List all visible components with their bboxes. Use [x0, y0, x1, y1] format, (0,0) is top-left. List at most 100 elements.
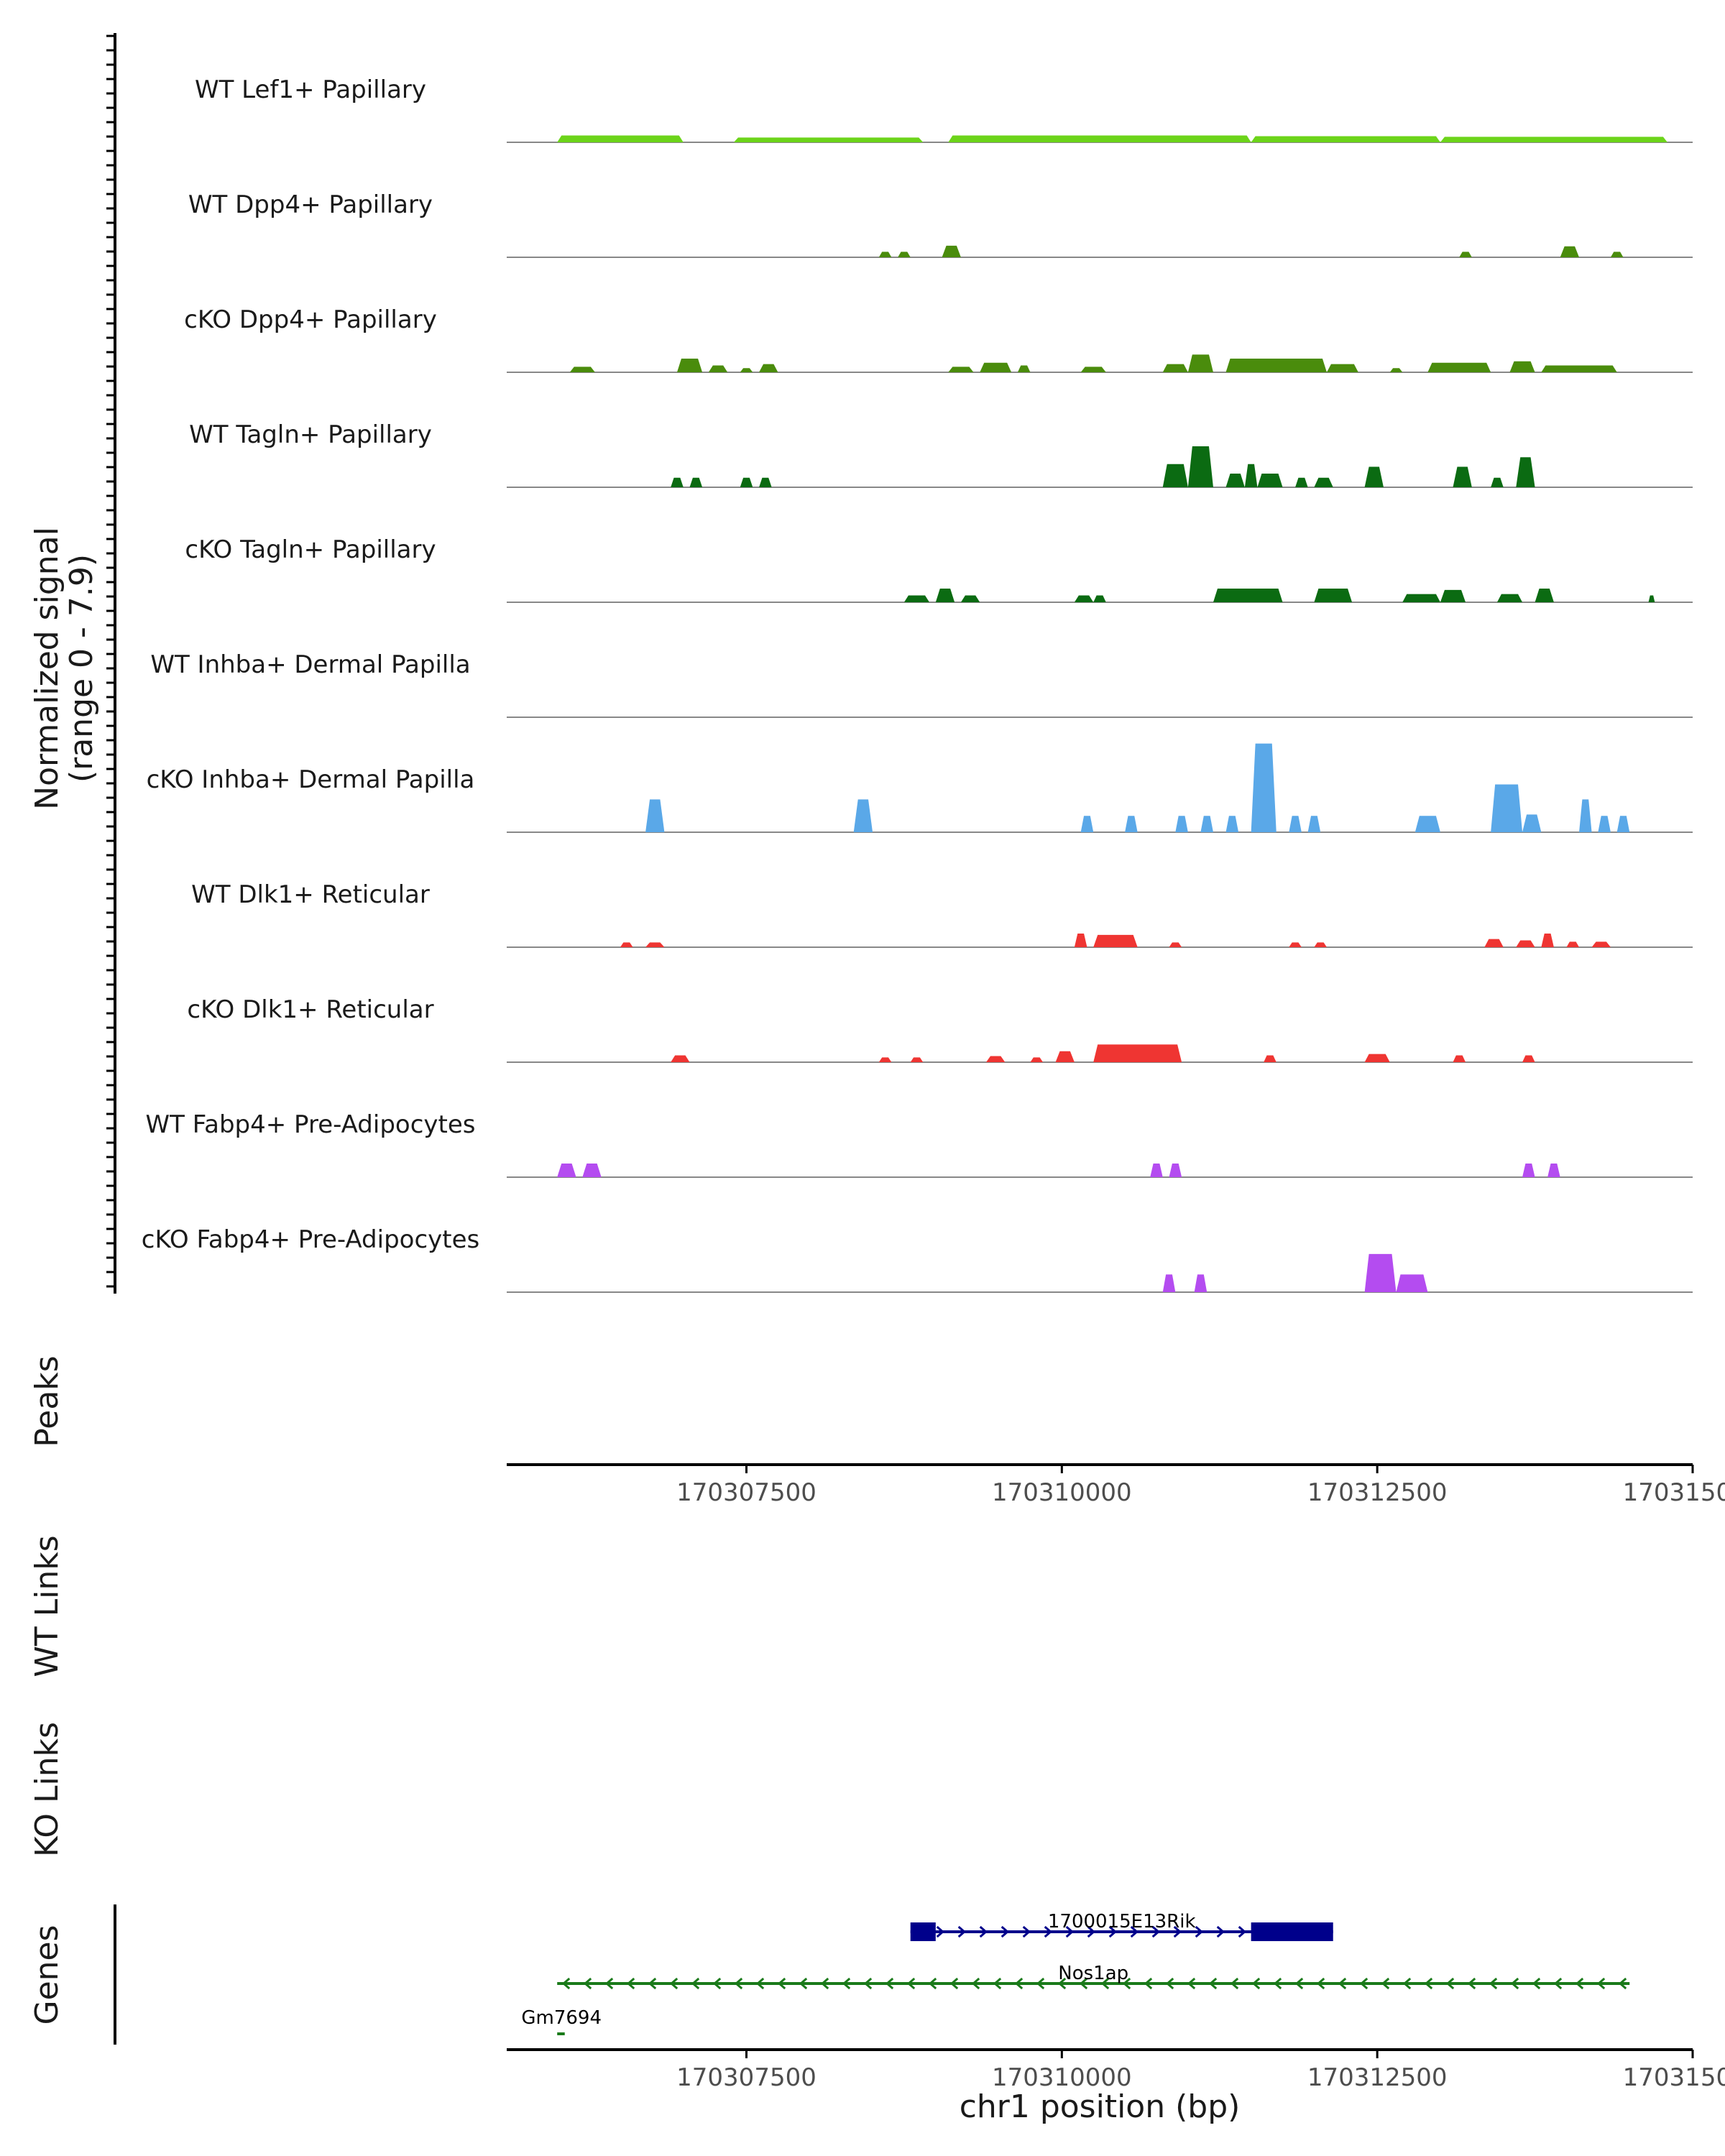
- coverage-peak: [1541, 365, 1617, 372]
- track-cko-dpp4-papillary: cKO Dpp4+ Papillary: [184, 305, 1693, 373]
- strand-arrow: [712, 1977, 722, 1990]
- strand-arrow: [734, 1977, 743, 1990]
- strand-arrow: [993, 1977, 1002, 1990]
- strand-arrow: [1151, 1925, 1160, 1938]
- strand-arrow: [936, 1925, 944, 1938]
- coverage-peak: [1566, 941, 1580, 947]
- track-wt-dlk1-reticular: WT Dlk1+ Reticular: [191, 880, 1693, 948]
- coverage-peak: [980, 362, 1012, 372]
- coverage-peak: [1225, 359, 1327, 372]
- wt-links-panel-label: WT Links: [29, 1535, 65, 1677]
- strand-arrow: [863, 1977, 873, 1990]
- coverage-peak: [676, 359, 703, 372]
- coverage-peak: [1295, 477, 1308, 487]
- coverage-peak: [1225, 816, 1239, 832]
- coverage-peak: [1560, 246, 1580, 257]
- coverage-peak: [1175, 816, 1188, 832]
- coverage-peak: [1307, 816, 1321, 832]
- track-label: cKO Dlk1+ Reticular: [187, 995, 433, 1024]
- coverage-peak: [878, 1057, 892, 1062]
- coverage-peak: [1162, 364, 1188, 372]
- strand-arrow: [1273, 1977, 1282, 1990]
- coverage-peak: [733, 137, 924, 142]
- strand-arrow: [971, 1977, 980, 1990]
- x-axis-title: chr1 position (bp): [960, 2088, 1241, 2125]
- coverage-peak: [1616, 816, 1630, 832]
- coverage-peak: [1150, 1164, 1163, 1177]
- track-label: WT Fabp4+ Pre-Adipocytes: [146, 1110, 476, 1139]
- coverage-peak: [1074, 934, 1087, 947]
- track-wt-lef1-papillary: WT Lef1+ Papillary: [195, 75, 1693, 143]
- coverage-peak: [1364, 1253, 1397, 1292]
- coverage-peak: [1610, 252, 1624, 257]
- gene-label: Gm7694: [521, 2007, 602, 2029]
- coverage-peak: [1093, 1044, 1182, 1062]
- coverage-peak: [1440, 589, 1466, 602]
- coverage-peak: [740, 368, 753, 372]
- coverage-peak: [1326, 364, 1358, 372]
- coverage-peak: [557, 135, 684, 142]
- coverage-peak: [1244, 464, 1258, 487]
- track-cko-inhba-dermal-papilla: cKO Inhba+ Dermal Papilla: [147, 743, 1693, 833]
- strand-arrow: [1144, 1977, 1153, 1990]
- coverage-peak: [1522, 1164, 1535, 1177]
- x-axis-bottom: 170307500 170310000 170312500 170315000: [507, 2048, 1725, 2092]
- coverage-peak: [1522, 814, 1542, 832]
- coverage-peak: [1187, 446, 1213, 487]
- coverage-peak: [1579, 799, 1592, 832]
- coverage-peak: [1427, 362, 1491, 372]
- coverage-peak: [1017, 365, 1031, 372]
- strand-arrow: [1596, 1977, 1606, 1990]
- strand-arrow: [949, 1977, 959, 1990]
- strand-arrow: [1044, 1925, 1052, 1938]
- peaks-panel-label: Peaks: [29, 1355, 65, 1447]
- ko-links-panel-label: KO Links: [29, 1722, 65, 1857]
- coverage-peak: [1496, 594, 1523, 602]
- coverage-peak: [910, 1057, 924, 1062]
- coverage-peak: [1289, 816, 1302, 832]
- x-axis-top: 170307500 170310000 170312500 170315000: [507, 1463, 1725, 1507]
- coverage-peak: [1364, 1054, 1390, 1062]
- strand-arrow: [1216, 1925, 1225, 1938]
- track-label: WT Lef1+ Papillary: [195, 75, 426, 104]
- x-tick-label: 170310000: [992, 1478, 1132, 1507]
- track-cko-dlk1-reticular: cKO Dlk1+ Reticular: [187, 995, 1693, 1063]
- strand-arrow: [1187, 1977, 1196, 1990]
- track-label: WT Inhba+ Dermal Papilla: [150, 650, 470, 679]
- coverage-peak: [878, 252, 892, 257]
- coverage-peak: [1314, 477, 1333, 487]
- strand-arrow: [1165, 1977, 1174, 1990]
- coverage-peak: [1491, 784, 1523, 832]
- coverage-peak: [1125, 816, 1138, 832]
- track-label: cKO Inhba+ Dermal Papilla: [147, 765, 475, 794]
- coverage-peak: [1509, 361, 1535, 372]
- strand-arrow: [1087, 1925, 1095, 1938]
- gene-annotations: 1700015E13Rik Nos1ap Gm7694: [521, 1911, 1630, 2035]
- coverage-peak: [689, 477, 703, 487]
- strand-arrow: [1424, 1977, 1433, 1990]
- coverage-peak: [1547, 1164, 1560, 1177]
- coverage-peak: [1541, 934, 1554, 947]
- strand-arrow: [1065, 1925, 1074, 1938]
- strand-arrow: [1100, 1977, 1110, 1990]
- strand-arrow: [957, 1925, 966, 1938]
- coverage-peak: [1453, 466, 1472, 487]
- coverage-peak: [740, 477, 753, 487]
- coverage-peak: [708, 365, 728, 372]
- coverage-peak: [1194, 1274, 1208, 1292]
- coverage-peak: [1257, 474, 1283, 487]
- strand-arrow: [979, 1925, 988, 1938]
- coverage-peak: [1516, 457, 1535, 487]
- strand-arrow: [928, 1977, 937, 1990]
- strand-arrow: [1294, 1977, 1304, 1990]
- x-tick-label: 170312500: [1307, 1478, 1448, 1507]
- strand-arrow: [799, 1977, 808, 1990]
- coverage-peak: [1459, 252, 1472, 257]
- coverage-peak: [1055, 1051, 1075, 1062]
- strand-arrow: [1359, 1977, 1368, 1990]
- coverage-peak: [569, 367, 595, 372]
- coverage-peak: [1440, 137, 1668, 142]
- track-wt-inhba-dermal-papilla: WT Inhba+ Dermal Papilla: [150, 650, 1693, 718]
- strand-arrow: [1467, 1977, 1476, 1990]
- coverage-peak: [620, 942, 633, 947]
